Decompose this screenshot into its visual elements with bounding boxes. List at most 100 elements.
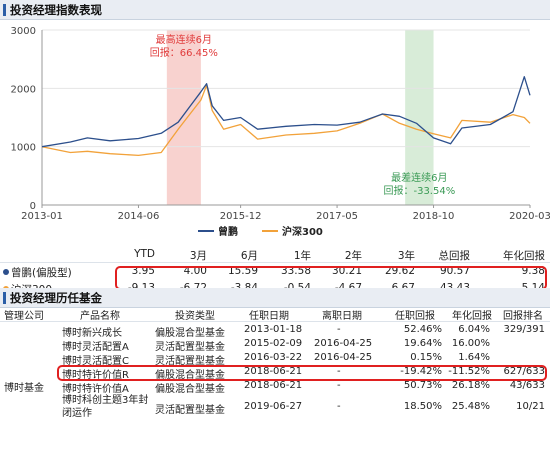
section-marker [3,4,6,16]
highlight-band [166,30,201,205]
highlight-sublabel-best: 回报：66.45% [150,46,218,59]
header-ytd: YTD [134,248,155,260]
return-rank: 329/391 [503,324,545,335]
divider [0,262,550,263]
end-date: 2016-04-25 [314,338,373,349]
legend-label-manager: 曾鹏 [218,225,238,238]
annualized-return: -11.52% [448,366,490,377]
header-return-rank: 回报排名 [503,311,543,322]
header-product: 产品名称 [80,311,120,322]
product-type: 灵活配置型基金 [155,405,225,416]
product-type: 偏股混合型基金 [155,328,225,339]
x-tick-label: 2013-01 [21,211,63,222]
tenure-return: 0.15% [410,352,442,363]
value-1y: 33.58 [280,265,311,277]
end-date: - [337,380,341,391]
legend-label-benchmark: 沪深300 [282,225,323,238]
product-type: 偏股混合型基金 [155,384,225,395]
annualized-return: 25.48% [451,401,490,412]
header-company: 管理公司 [4,311,44,322]
header-1y: 1年 [293,250,311,262]
header-annualized-return: 年化回报 [452,311,492,322]
annualized-return: 16.00% [451,338,490,349]
tenure-return: 52.46% [403,324,442,335]
tenure-return: 18.50% [403,401,442,412]
y-tick-label: 2000 [11,84,36,95]
header-tenure-return: 任职回报 [395,311,435,322]
highlight-sublabel-worst: 回报：-33.54% [383,184,455,197]
product-name: 博时灵活配置A [62,342,129,353]
performance-row-manager: 曾鹏(偏股型) 3.95 4.00 15.59 33.58 30.21 29.6… [0,265,550,280]
header-total-return: 总回报 [438,250,471,262]
x-tick-label: 2020-03 [509,211,550,222]
product-name: 博时特许价值R [62,370,129,381]
return-rank: 43/633 [509,380,545,391]
start-date: 2013-01-18 [244,324,303,335]
product-name: 博时科创主题3年封闭运作 [62,395,149,419]
start-date: 2016-03-22 [244,352,303,363]
header-type: 投资类型 [175,311,215,322]
product-name: 博时特许价值A [62,384,129,395]
header-6m: 6月 [240,250,258,262]
highlight-box-performance [115,266,547,290]
y-tick-label: 0 [30,201,36,212]
return-rank: 627/633 [503,366,545,377]
x-tick-label: 2018-10 [413,211,455,222]
header-end-date: 离职日期 [322,311,362,322]
divider [0,321,550,322]
annualized-return: 26.18% [451,380,490,391]
x-tick-label: 2014-06 [118,211,160,222]
annualized-return: 6.04% [458,324,490,335]
header-start-date: 任职日期 [249,311,289,322]
highlight-box-fund-row [57,365,547,381]
value-ytd: 3.95 [131,265,155,277]
performance-header-row: YTD 3月 6月 1年 2年 3年 总回报 年化回报 [0,248,550,262]
tenure-return: -19.42% [400,366,442,377]
start-date: 2018-06-21 [244,380,303,391]
highlight-label-best: 最高连续6月 [156,33,212,46]
series-dot [3,269,9,275]
product-name: 博时灵活配置C [62,356,129,367]
product-type: 偏股混合型基金 [155,370,225,381]
end-date: - [337,366,341,377]
tenure-return: 50.73% [403,380,442,391]
end-date: - [337,324,341,335]
header-3m: 3月 [189,250,207,262]
highlight-band [405,30,434,205]
value-6m: 15.59 [227,265,258,277]
header-3y: 3年 [397,250,415,262]
section-title: 投资经理历任基金 [10,291,102,305]
return-rank: 10/21 [516,401,545,412]
value-2y: 30.21 [331,265,362,277]
section-marker [3,292,6,304]
value-annualized-return: 9.38 [521,265,545,277]
header-2y: 2年 [344,250,362,262]
start-date: 2015-02-09 [244,338,303,349]
annualized-return: 1.64% [458,352,490,363]
company-name: 博时基金 [4,383,44,394]
tenure-return: 19.64% [403,338,442,349]
start-date: 2019-06-27 [244,401,303,412]
y-tick-label: 3000 [11,26,36,37]
x-tick-label: 2015-12 [220,211,262,222]
header-annualized-return: 年化回报 [503,250,545,262]
value-3m: 4.00 [183,265,207,277]
value-3y: 29.62 [384,265,415,277]
end-date: - [337,401,341,412]
product-type: 灵活配置型基金 [155,342,225,353]
series-name-manager: 曾鹏(偏股型) [3,265,72,280]
x-tick-label: 2017-05 [316,211,358,222]
highlight-label-worst: 最差连续6月 [391,171,447,184]
start-date: 2018-06-21 [244,366,303,377]
y-tick-label: 1000 [11,143,36,154]
section-title: 投资经理指数表现 [10,3,102,17]
section-header-history: 投资经理历任基金 [0,288,550,308]
series-line-benchmark [41,84,531,157]
series-line-manager [41,76,531,148]
product-name: 博时新兴成长 [62,328,122,339]
product-type: 灵活配置型基金 [155,356,225,367]
section-header-index: 投资经理指数表现 [0,0,550,20]
end-date: 2016-04-25 [314,352,373,363]
value-total-return: 90.57 [439,265,470,277]
index-performance-chart: 0 1000 2000 3000 2013-01 2014-06 2015-12 2017-0… [11,26,550,238]
